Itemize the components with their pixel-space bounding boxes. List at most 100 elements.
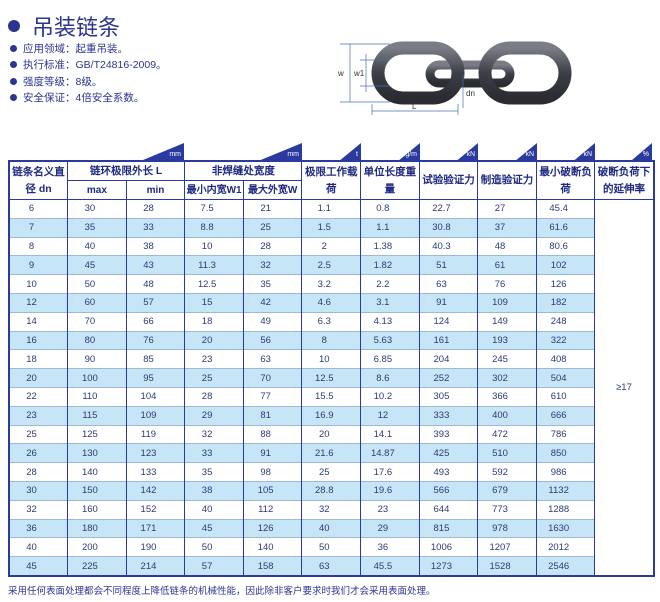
table-cell: 850 bbox=[535, 443, 596, 463]
table-cell: 23 bbox=[184, 349, 244, 369]
table-cell: 333 bbox=[418, 405, 479, 426]
table-cell: 95 bbox=[125, 368, 186, 388]
table-cell: 21 bbox=[242, 199, 303, 219]
table-cell: 472 bbox=[477, 424, 537, 444]
table-cell: 70 bbox=[67, 311, 127, 332]
table-cell: 152 bbox=[125, 499, 186, 520]
page-title: 吊装链条 bbox=[8, 10, 120, 42]
table-cell: 50 bbox=[184, 537, 244, 557]
header-weight: 单位长度重量 bbox=[360, 160, 420, 200]
table-cell: 149 bbox=[477, 311, 537, 332]
table-cell: 27 bbox=[477, 199, 537, 219]
table-cell: 1.38 bbox=[360, 236, 420, 256]
table-row: 32 160 152 40 112 32 23 644 773 1288 bbox=[8, 499, 654, 520]
table-cell: 1630 bbox=[535, 518, 596, 538]
header-mfg: 制造验证力 bbox=[477, 160, 537, 200]
table-cell: 40 bbox=[8, 537, 69, 557]
table-row: 6 30 28 7.5 21 1.1 0.8 22.7 27 45.4 ≥17 bbox=[8, 198, 655, 576]
table-cell: 8 bbox=[8, 236, 69, 256]
spec-list: 应用领域：起重吊装。 执行标准：GB/T24816-2009。 强度等级：8级。… bbox=[10, 40, 167, 106]
table-cell: 6.3 bbox=[301, 311, 362, 332]
diagram-label-L: L bbox=[412, 102, 417, 111]
table-cell: 90 bbox=[67, 349, 127, 369]
table-cell: 305 bbox=[418, 386, 479, 407]
table-cell: 12 bbox=[360, 405, 420, 426]
table-cell: 85 bbox=[125, 349, 186, 369]
header-mbl: 最小破断负荷 bbox=[535, 160, 596, 200]
table-cell: 12.5 bbox=[301, 368, 362, 388]
table-cell: 45.4 bbox=[535, 199, 596, 219]
spec-item: 应用领域：起重吊装。 bbox=[10, 40, 167, 57]
header-w: 最大外宽W bbox=[242, 180, 303, 200]
table-cell: 1132 bbox=[535, 480, 596, 501]
unit-tab: kN bbox=[516, 143, 537, 160]
diagram-label-dn: dn bbox=[466, 89, 475, 98]
table-cell: 1.5 bbox=[301, 217, 362, 238]
table-cell: 15.5 bbox=[301, 386, 362, 407]
table-cell: 10 bbox=[184, 236, 244, 256]
table-cell: 160 bbox=[67, 499, 127, 520]
table-cell: 16 bbox=[8, 330, 69, 350]
unit-tab: mm bbox=[143, 143, 184, 160]
table-cell: 1528 bbox=[477, 556, 537, 576]
bullet-icon bbox=[10, 44, 17, 52]
table-cell: 45 bbox=[184, 518, 244, 538]
table-cell: 2.5 bbox=[301, 255, 362, 275]
table-cell: 57 bbox=[125, 292, 186, 313]
table-cell: 25 bbox=[184, 368, 244, 388]
table-cell: 100 bbox=[67, 368, 127, 388]
header-test: 试验验证力 bbox=[418, 160, 479, 200]
table-cell: 36 bbox=[360, 537, 420, 557]
table-cell: 125 bbox=[67, 424, 127, 444]
table-cell: 26 bbox=[8, 443, 69, 463]
table-cell: 214 bbox=[125, 556, 186, 576]
table-cell: 6.85 bbox=[360, 349, 420, 369]
table-cell: 109 bbox=[125, 405, 186, 426]
table-cell: 8.8 bbox=[184, 217, 244, 238]
table-row: 18 90 85 23 63 10 6.85 204 245 408 bbox=[8, 349, 654, 369]
table-cell: 66 bbox=[125, 311, 186, 332]
table-cell: 63 bbox=[242, 349, 303, 369]
table-cell: 19.6 bbox=[360, 480, 420, 501]
table-cell: 32 bbox=[184, 424, 244, 444]
spec-item: 强度等级：8级。 bbox=[10, 73, 167, 90]
table-cell: 45 bbox=[8, 556, 69, 576]
table-cell: 2546 bbox=[535, 556, 596, 576]
table-cell: 38 bbox=[125, 236, 186, 256]
header-width: 非焊缝处宽度 bbox=[184, 160, 303, 181]
table-row: 10 50 48 12.5 35 3.2 2.2 63 76 126 bbox=[8, 274, 654, 294]
table-cell: 200 bbox=[67, 537, 127, 557]
table-cell: 30.8 bbox=[418, 217, 479, 238]
table-row: 22 110 104 28 77 15.5 10.2 305 366 610 bbox=[8, 386, 654, 407]
table-cell: 88 bbox=[242, 424, 303, 444]
bullet-icon bbox=[8, 20, 20, 32]
table-cell: 8 bbox=[301, 330, 362, 350]
table-cell: 644 bbox=[418, 499, 479, 520]
table-cell: 10 bbox=[8, 274, 69, 294]
table-cell: 322 bbox=[535, 330, 596, 350]
table-cell: 61 bbox=[477, 255, 537, 275]
table-cell: 110 bbox=[67, 386, 127, 407]
table-cell: 105 bbox=[242, 480, 303, 501]
table-cell: 112 bbox=[242, 499, 303, 520]
table-row: 25 125 119 32 88 20 14.1 393 472 786 bbox=[8, 424, 654, 444]
header-min: min bbox=[125, 180, 186, 200]
bullet-icon bbox=[10, 61, 17, 69]
table-cell: 4.6 bbox=[301, 292, 362, 313]
table-cell: 104 bbox=[125, 386, 186, 407]
table-cell: 180 bbox=[67, 518, 127, 538]
table-cell: 48 bbox=[125, 274, 186, 294]
table-cell: 493 bbox=[418, 462, 479, 482]
header-wll: 极限工作载荷 bbox=[301, 160, 362, 200]
table-cell: 123 bbox=[125, 443, 186, 463]
table-cell: 815 bbox=[418, 518, 479, 538]
table-cell: 3.2 bbox=[301, 274, 362, 294]
table-cell: 115 bbox=[67, 405, 127, 426]
table-cell: 20 bbox=[8, 368, 69, 388]
table-cell: 1273 bbox=[418, 556, 479, 576]
table-cell: 182 bbox=[535, 292, 596, 313]
unit-tab: mm bbox=[260, 143, 302, 160]
table-cell: 150 bbox=[67, 480, 127, 501]
bullet-icon bbox=[10, 94, 17, 102]
chain-diagram: w w1 dn L bbox=[337, 41, 572, 115]
